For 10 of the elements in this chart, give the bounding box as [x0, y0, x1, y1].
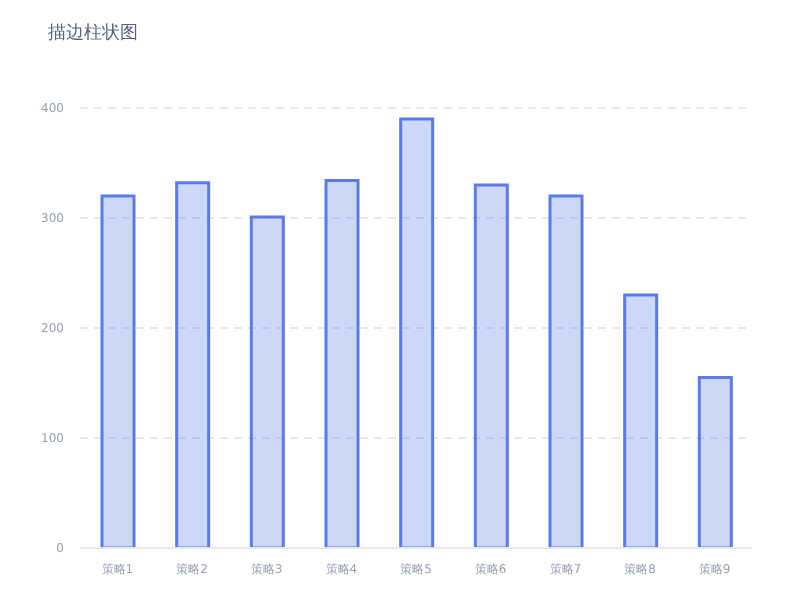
bar [249, 215, 285, 548]
bar [473, 183, 509, 548]
bar [175, 181, 211, 548]
bar [324, 179, 360, 548]
bar [399, 117, 435, 548]
bar [548, 194, 584, 548]
bar [697, 376, 733, 548]
chart-title: 描边柱状图 [48, 21, 138, 46]
bar [100, 194, 136, 548]
bar [623, 293, 659, 548]
